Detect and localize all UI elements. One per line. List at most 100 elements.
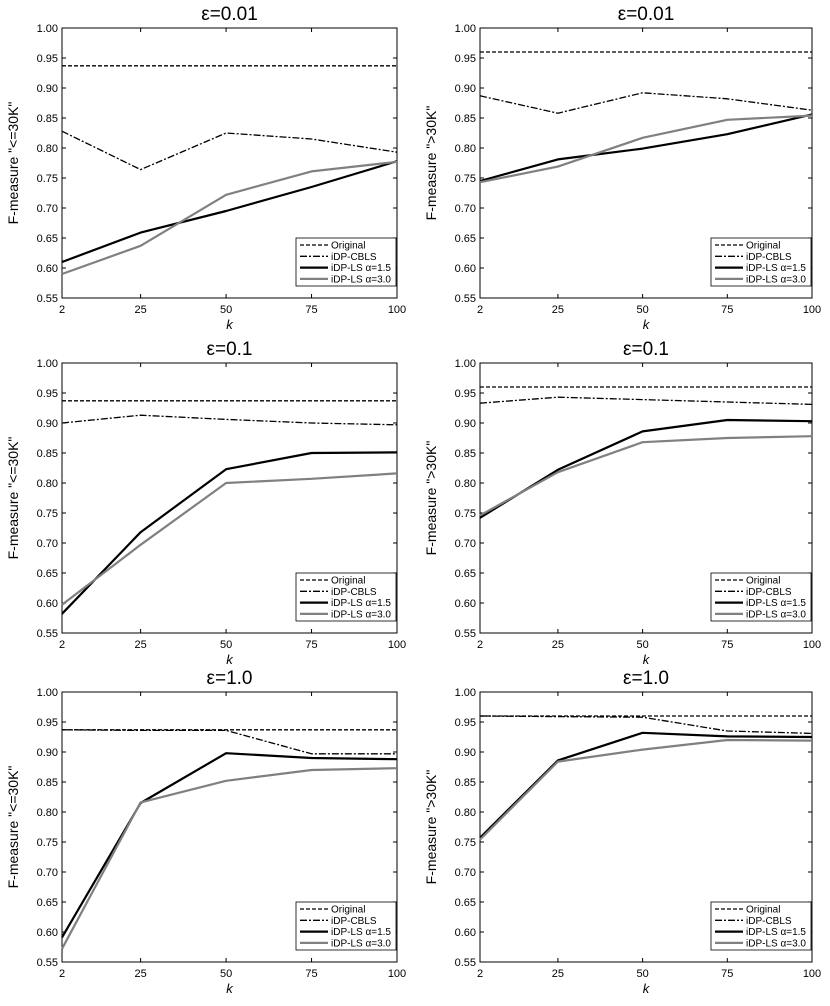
data-point-idp-cbls: [557, 112, 559, 114]
series-line-idp-ls-3-0: [479, 738, 813, 841]
y-tick-label: 0.75: [455, 173, 476, 185]
y-tick-label: 0.85: [37, 113, 58, 125]
panel-title: ε=1.0: [207, 668, 253, 689]
x-tick-label: 50: [636, 968, 648, 980]
data-point-idp-ls-1-5: [557, 159, 559, 161]
chart-panel-5: ε=1.0 0.55 0.60 0.65 0.70 0.75 0.80 0.85 0.90 0.9…: [5, 668, 406, 996]
legend-label-idp-ls-3-0: iDP-LS α=3.0: [746, 938, 806, 949]
data-point-idp-ls-1-5: [311, 452, 313, 454]
x-tick-label: 75: [305, 639, 317, 651]
data-point-idp-cbls: [396, 151, 398, 153]
x-tick-label: 100: [388, 304, 406, 316]
data-point-original: [311, 65, 313, 67]
series-line-idp-cbls: [61, 729, 397, 755]
data-point-idp-ls-1-5: [61, 937, 63, 939]
y-tick-label: 0.85: [455, 448, 476, 460]
data-point-idp-cbls: [225, 419, 227, 421]
x-axis-title: k: [643, 317, 651, 332]
data-point-idp-ls-3-0: [61, 604, 63, 606]
chart-panel-3: ε=0.1 0.55 0.60 0.65 0.70 0.75 0.80 0.85 0.90 0.9…: [5, 339, 406, 667]
y-tick-label: 0.70: [455, 867, 476, 879]
series-line-idp-ls-3-0: [479, 435, 813, 517]
data-point-idp-ls-3-0: [140, 802, 142, 804]
y-tick-label: 1.00: [37, 358, 58, 370]
data-point-original: [311, 729, 313, 731]
data-point-idp-ls-3-0: [61, 948, 63, 950]
y-tick-label: 0.65: [37, 233, 58, 245]
data-point-idp-ls-3-0: [479, 181, 481, 183]
data-point-original: [140, 65, 142, 67]
data-point-original: [642, 386, 644, 388]
y-tick-label: 0.75: [455, 508, 476, 520]
x-tick-label: 2: [59, 304, 65, 316]
y-tick-label: 1.00: [455, 687, 476, 699]
data-point-idp-ls-3-0: [311, 769, 313, 771]
data-point-idp-ls-3-0: [642, 137, 644, 139]
legend-label-idp-cbls: iDP-CBLS: [331, 916, 377, 927]
y-tick-label: 0.95: [37, 388, 58, 400]
x-tick-label: 2: [59, 639, 65, 651]
data-point-idp-ls-1-5: [479, 517, 481, 519]
chart-panel-4: ε=0.1 0.55 0.60 0.65 0.70 0.75 0.80 0.85 0.90 0.9…: [423, 339, 821, 667]
data-point-idp-cbls: [726, 730, 728, 732]
data-point-idp-ls-1-5: [225, 468, 227, 470]
panel-title: ε=0.01: [618, 4, 675, 25]
legend-label-original: Original: [746, 905, 780, 916]
legend-label-idp-ls-1-5: iDP-LS α=1.5: [746, 927, 806, 938]
y-tick-label: 0.70: [455, 538, 476, 550]
x-tick-label: 50: [636, 304, 648, 316]
data-point-idp-ls-1-5: [642, 732, 644, 734]
x-tick-label: 100: [388, 639, 406, 651]
y-tick-label: 0.90: [37, 418, 58, 430]
panel-title: ε=0.1: [207, 339, 253, 360]
x-tick-label: 75: [721, 639, 733, 651]
x-tick-label: 2: [477, 304, 483, 316]
y-tick-label: 0.60: [37, 927, 58, 939]
x-tick-label: 75: [721, 968, 733, 980]
x-tick-label: 75: [721, 304, 733, 316]
data-point-idp-cbls: [61, 729, 63, 731]
y-tick-label: 0.55: [455, 957, 476, 969]
y-tick-label: 0.55: [37, 293, 58, 305]
x-tick-label: 25: [134, 304, 146, 316]
data-point-idp-cbls: [311, 422, 313, 424]
data-point-idp-ls-3-0: [726, 739, 728, 741]
data-point-idp-ls-1-5: [726, 736, 728, 738]
y-tick-label: 0.95: [37, 717, 58, 729]
y-tick-label: 0.90: [37, 83, 58, 95]
data-point-idp-ls-3-0: [726, 437, 728, 439]
legend-label-idp-ls-1-5: iDP-LS α=1.5: [331, 927, 391, 938]
data-point-idp-ls-1-5: [642, 431, 644, 433]
chart-panel-6: ε=1.0 0.55 0.60 0.65 0.70 0.75 0.80 0.85 0.90 0.9…: [423, 668, 821, 996]
data-point-original: [140, 400, 142, 402]
y-tick-label: 0.85: [37, 448, 58, 460]
data-point-idp-cbls: [642, 92, 644, 94]
data-point-idp-ls-1-5: [557, 469, 559, 471]
x-tick-label: 2: [477, 639, 483, 651]
series-line-idp-cbls: [61, 414, 398, 426]
data-point-idp-cbls: [557, 716, 559, 718]
data-point-idp-cbls: [726, 98, 728, 100]
legend-label-idp-ls-1-5: iDP-LS α=1.5: [331, 263, 391, 274]
y-tick-label: 0.55: [37, 957, 58, 969]
data-point-original: [557, 386, 559, 388]
plot-frame: [61, 27, 398, 299]
x-tick-label: 50: [220, 968, 232, 980]
data-point-idp-ls-3-0: [311, 478, 313, 480]
data-point-idp-ls-1-5: [61, 261, 63, 263]
data-point-idp-ls-3-0: [140, 544, 142, 546]
data-point-idp-ls-1-5: [396, 452, 398, 454]
x-tick-label: 100: [388, 968, 406, 980]
y-tick-label: 0.75: [455, 837, 476, 849]
legend-label-idp-cbls: iDP-CBLS: [746, 916, 792, 927]
data-point-idp-ls-3-0: [811, 115, 813, 117]
y-tick-label: 0.55: [455, 628, 476, 640]
data-point-idp-cbls: [642, 399, 644, 401]
y-tick-label: 0.60: [455, 927, 476, 939]
series-line-idp-ls-3-0: [61, 160, 398, 276]
y-tick-label: 0.90: [455, 747, 476, 759]
legend-label-idp-cbls: iDP-CBLS: [746, 252, 792, 263]
y-tick-label: 0.75: [37, 173, 58, 185]
y-axis-title: F-measure ">30K": [423, 106, 439, 221]
x-tick-label: 25: [134, 968, 146, 980]
